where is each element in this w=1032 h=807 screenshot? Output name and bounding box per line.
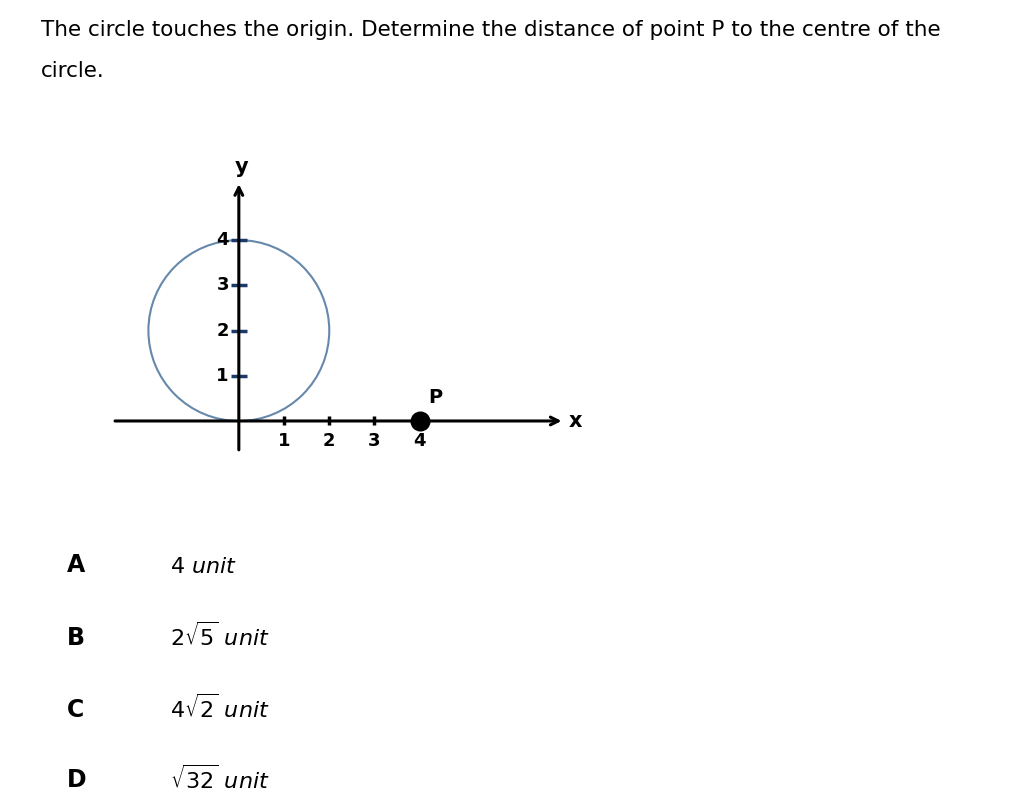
Text: 1: 1 — [278, 433, 290, 450]
Text: 4: 4 — [217, 231, 229, 249]
Text: 3: 3 — [217, 276, 229, 295]
Text: D: D — [67, 768, 87, 792]
Text: $2\sqrt{5}\ \mathit{unit}$: $2\sqrt{5}\ \mathit{unit}$ — [170, 621, 270, 650]
Text: P: P — [428, 387, 442, 407]
Point — [412, 415, 428, 428]
Text: x: x — [569, 411, 582, 431]
Text: 3: 3 — [368, 433, 381, 450]
Text: 4: 4 — [414, 433, 426, 450]
Text: B: B — [67, 625, 85, 650]
Text: $\sqrt{32}\ \mathit{unit}$: $\sqrt{32}\ \mathit{unit}$ — [170, 764, 270, 792]
Text: y: y — [234, 157, 248, 177]
Text: circle.: circle. — [41, 61, 105, 81]
Text: $4\sqrt{2}\ \mathit{unit}$: $4\sqrt{2}\ \mathit{unit}$ — [170, 694, 270, 722]
Text: 2: 2 — [323, 433, 335, 450]
Text: The circle touches the origin. Determine the distance of point P to the centre o: The circle touches the origin. Determine… — [41, 20, 941, 40]
Text: A: A — [67, 553, 86, 577]
Text: 1: 1 — [217, 366, 229, 385]
Text: 2: 2 — [217, 321, 229, 340]
Text: $\mathit{4\ unit}$: $\mathit{4\ unit}$ — [170, 557, 237, 577]
Text: C: C — [67, 698, 85, 722]
